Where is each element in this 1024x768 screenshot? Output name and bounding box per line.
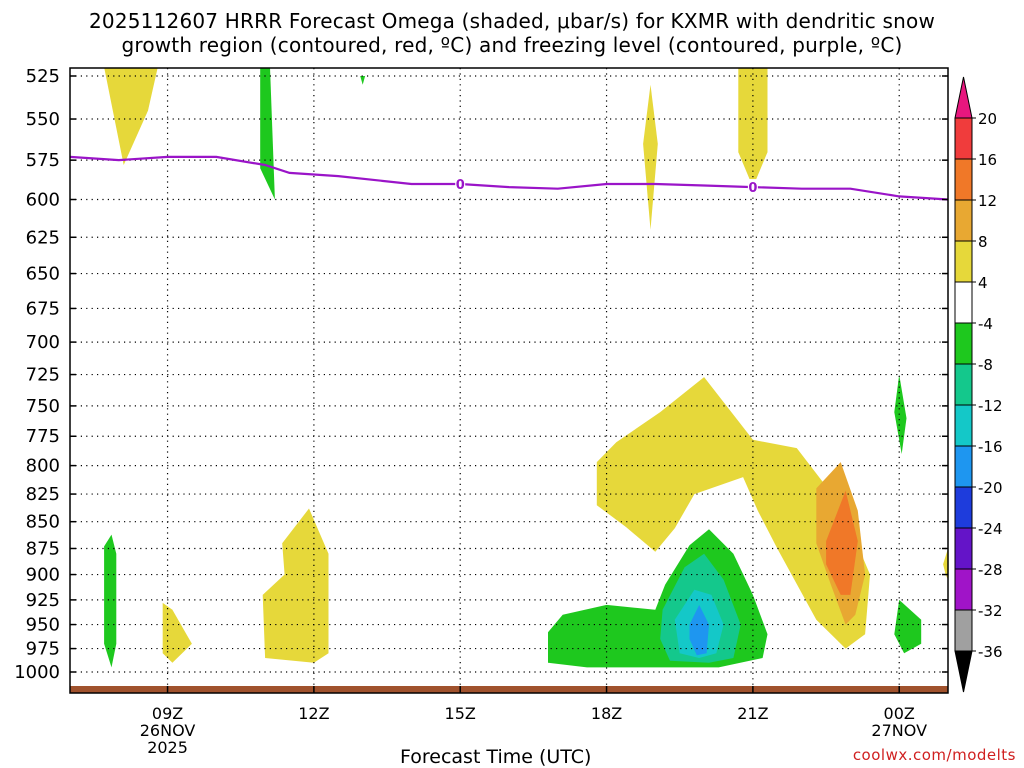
colorbar-label-8: -16 (978, 438, 1003, 456)
surface-fill (70, 686, 948, 693)
y-tick-label-11: 800 (26, 456, 60, 477)
freezing-level-label-0: 0 (456, 178, 465, 193)
colorbar-segment-4 (954, 240, 973, 283)
colorbar-segment-9 (954, 445, 973, 488)
y-tick-label-18: 975 (26, 639, 60, 660)
y-tick-label-1: 550 (26, 109, 60, 130)
colorbar-label-12: -32 (978, 602, 1003, 620)
colorbar-segment-6 (954, 322, 973, 365)
freezing-level-label-bg-1 (747, 179, 758, 195)
y-tick-label-9: 750 (26, 396, 60, 417)
colorbar-label-13: -36 (978, 643, 1003, 661)
colorbar-label-4: 4 (978, 274, 988, 292)
colorbar-segment-8 (954, 404, 973, 447)
y-tick-label-0: 525 (26, 66, 60, 87)
x-tick-label-2: 15Z (445, 704, 476, 723)
omega-region-10 (826, 490, 858, 595)
colorbar-segment-0 (954, 76, 973, 119)
x-axis-title: Forecast Time (UTC) (400, 746, 592, 768)
x-tick-sublabel-5: 27NOV (871, 721, 927, 740)
colorbar-segment-3 (954, 199, 973, 242)
colorbar-label-1: 16 (978, 151, 997, 169)
omega-region-7 (262, 508, 329, 663)
y-tick-label-4: 625 (26, 227, 60, 248)
y-tick-label-3: 600 (26, 190, 60, 211)
omega-region-6 (162, 602, 192, 663)
colorbar-segment-12 (954, 568, 973, 611)
colorbar-segment-14 (954, 650, 973, 693)
x-tick-label-4: 21Z (737, 704, 768, 723)
omega-region-1 (260, 68, 275, 200)
x-tick-sublabel-0: 26NOV (140, 721, 196, 740)
x-tick-year-0: 2025 (147, 738, 188, 757)
omega-region-14 (689, 604, 709, 656)
freezing-level-label-bg-0 (455, 175, 466, 191)
x-tick-label-1: 12Z (298, 704, 329, 723)
y-tick-label-19: 1000 (14, 662, 60, 683)
colorbar-label-11: -28 (978, 561, 1003, 579)
colorbar-label-10: -24 (978, 520, 1003, 538)
freezing-level-line (70, 155, 948, 201)
omega-region-8 (596, 377, 870, 649)
x-tick-label-0: 09Z (152, 704, 183, 723)
colorbar-label-6: -8 (978, 356, 993, 374)
colorbar-label-3: 8 (978, 233, 988, 251)
colorbar-segment-11 (954, 527, 973, 570)
plot-frame (69, 67, 949, 694)
x-tick-label-3: 18Z (591, 704, 622, 723)
omega-region-17 (943, 548, 948, 580)
colorbar-label-7: -12 (978, 397, 1003, 415)
y-tick-label-17: 950 (26, 615, 60, 636)
y-tick-label-15: 900 (26, 565, 60, 586)
y-tick-label-12: 825 (26, 484, 60, 505)
colorbar-segment-7 (954, 363, 973, 406)
y-tick-label-7: 700 (26, 332, 60, 353)
y-tick-label-16: 925 (26, 590, 60, 611)
credit-text: coolwx.com/modelts (852, 746, 1016, 764)
chart-title-line-2: growth region (contoured, red, ºC) and f… (121, 33, 903, 57)
colorbar-segment-10 (954, 486, 973, 529)
omega-region-0 (104, 68, 158, 165)
y-tick-label-8: 725 (26, 365, 60, 386)
colorbar-segment-1 (954, 117, 973, 160)
x-tick-label-5: 00Z (884, 704, 915, 723)
colorbar-label-0: 20 (978, 110, 997, 128)
y-tick-label-13: 850 (26, 512, 60, 533)
omega-region-2 (360, 76, 366, 85)
omega-region-3 (643, 84, 658, 230)
colorbar-label-9: -20 (978, 479, 1003, 497)
colorbar-label-2: 12 (978, 192, 997, 210)
freezing-level-label-1: 0 (748, 181, 757, 196)
y-tick-label-5: 650 (26, 264, 60, 285)
y-tick-label-14: 875 (26, 538, 60, 559)
colorbar-segment-2 (954, 158, 973, 201)
y-tick-label-2: 575 (26, 150, 60, 171)
omega-region-15 (894, 599, 922, 654)
omega-region-16 (894, 374, 907, 454)
colorbar-segment-5 (954, 281, 973, 324)
chart-title-line-1: 2025112607 HRRR Forecast Omega (shaded, … (88, 9, 936, 33)
omega-region-5 (104, 534, 117, 668)
colorbar-label-5: -4 (978, 315, 993, 333)
colorbar-segment-13 (954, 609, 973, 652)
y-tick-label-10: 775 (26, 426, 60, 447)
y-tick-label-6: 675 (26, 298, 60, 319)
